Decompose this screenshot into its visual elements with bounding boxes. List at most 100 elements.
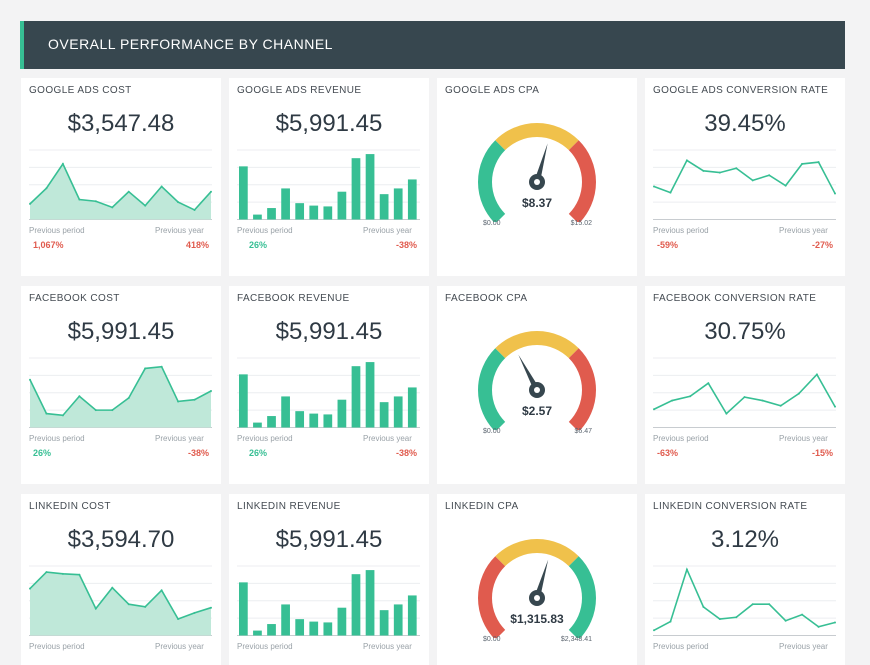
bar[interactable] <box>351 366 361 428</box>
bar[interactable] <box>323 206 333 220</box>
bar[interactable] <box>337 191 347 220</box>
data-point <box>78 573 81 576</box>
data-point <box>193 611 196 614</box>
bar[interactable] <box>239 374 248 428</box>
card-title: LINKEDIN COST <box>29 501 111 512</box>
bar[interactable] <box>281 188 290 220</box>
prev-year-change: -27% <box>811 240 833 250</box>
gauge-hub-center <box>534 179 540 185</box>
bar[interactable] <box>393 396 403 428</box>
data-point <box>45 571 48 574</box>
bar[interactable] <box>309 205 319 220</box>
bar[interactable] <box>253 214 262 220</box>
data-point <box>144 367 147 370</box>
series-line <box>653 159 836 194</box>
bar[interactable] <box>407 179 417 220</box>
prev-year-change: -15% <box>811 448 833 458</box>
prev-year-label: Previous year <box>155 226 204 235</box>
prev-year-change: -38% <box>395 240 417 250</box>
bar[interactable] <box>267 624 276 636</box>
bar[interactable] <box>393 188 403 220</box>
data-point <box>78 395 81 398</box>
card-title: FACEBOOK CONVERSION RATE <box>653 293 817 304</box>
data-point <box>817 625 820 628</box>
bar[interactable] <box>295 203 305 220</box>
data-point <box>817 161 820 164</box>
bar[interactable] <box>281 604 290 636</box>
series-line <box>653 373 836 415</box>
bar[interactable] <box>309 621 319 636</box>
conv-card: FACEBOOK CONVERSION RATE 30.75% Previous p… <box>645 286 845 484</box>
bar[interactable] <box>379 610 389 636</box>
data-point <box>29 202 31 205</box>
bar[interactable] <box>267 416 276 428</box>
data-point <box>144 605 147 608</box>
data-point <box>834 192 836 195</box>
bar[interactable] <box>323 622 333 636</box>
gauge-value: $1,315.83 <box>510 612 564 626</box>
cost-card: GOOGLE ADS COST $3,547.48 Previous period P… <box>21 78 221 276</box>
data-point <box>210 390 212 393</box>
data-point <box>111 206 114 209</box>
prev-period-label: Previous period <box>653 226 709 235</box>
data-point <box>111 409 114 412</box>
prev-year-label: Previous year <box>363 226 412 235</box>
bar[interactable] <box>365 362 375 428</box>
gauge-needle <box>534 559 549 599</box>
bar[interactable] <box>239 166 248 220</box>
data-point <box>210 606 212 609</box>
section-header: OVERALL PERFORMANCE BY CHANNEL <box>20 21 845 69</box>
data-point <box>177 201 180 204</box>
prev-period-label: Previous period <box>237 642 293 651</box>
bar[interactable] <box>393 604 403 636</box>
data-point <box>743 396 746 399</box>
prev-period-label: Previous period <box>29 226 85 235</box>
bar[interactable] <box>379 402 389 428</box>
gauge-segment <box>568 140 596 222</box>
bar[interactable] <box>295 411 305 428</box>
data-point <box>718 171 721 174</box>
bar[interactable] <box>239 582 248 636</box>
gauge-min-label: $0.00 <box>483 220 501 227</box>
data-point <box>193 208 196 211</box>
data-point <box>127 396 130 399</box>
bar[interactable] <box>253 422 262 428</box>
kpi-value: $5,991.45 <box>67 318 175 345</box>
data-point <box>801 613 804 616</box>
kpi-value: $3,594.70 <box>67 526 175 553</box>
bar[interactable] <box>365 154 375 220</box>
bar[interactable] <box>253 630 262 636</box>
data-point <box>768 174 771 177</box>
bar[interactable] <box>281 396 290 428</box>
data-point <box>689 395 692 398</box>
gauge-needle <box>534 143 548 183</box>
bar[interactable] <box>407 595 417 636</box>
bar[interactable] <box>379 194 389 220</box>
data-point <box>94 409 97 412</box>
prev-period-label: Previous period <box>237 226 293 235</box>
bar[interactable] <box>351 158 361 220</box>
bar[interactable] <box>323 414 333 428</box>
card-title: GOOGLE ADS REVENUE <box>237 85 362 96</box>
prev-period-label: Previous period <box>237 434 293 443</box>
gauge-max-label: $2,348.41 <box>560 636 592 643</box>
bar[interactable] <box>309 413 319 428</box>
data-point <box>702 605 705 608</box>
bar[interactable] <box>407 387 417 428</box>
data-point <box>685 568 688 571</box>
data-point <box>779 404 782 407</box>
bar[interactable] <box>337 399 347 428</box>
card-title: GOOGLE ADS CONVERSION RATE <box>653 85 829 96</box>
prev-period-label: Previous period <box>29 642 85 651</box>
prev-year-label: Previous year <box>779 642 828 651</box>
bar[interactable] <box>365 570 375 636</box>
kpi-value: 3.12% <box>710 526 780 553</box>
bar[interactable] <box>351 574 361 636</box>
revenue-sparkline <box>237 357 420 428</box>
prev-year-label: Previous year <box>779 226 828 235</box>
data-point <box>685 159 688 162</box>
bar[interactable] <box>337 607 347 636</box>
data-point <box>111 586 114 589</box>
bar[interactable] <box>267 208 276 220</box>
bar[interactable] <box>295 619 305 636</box>
